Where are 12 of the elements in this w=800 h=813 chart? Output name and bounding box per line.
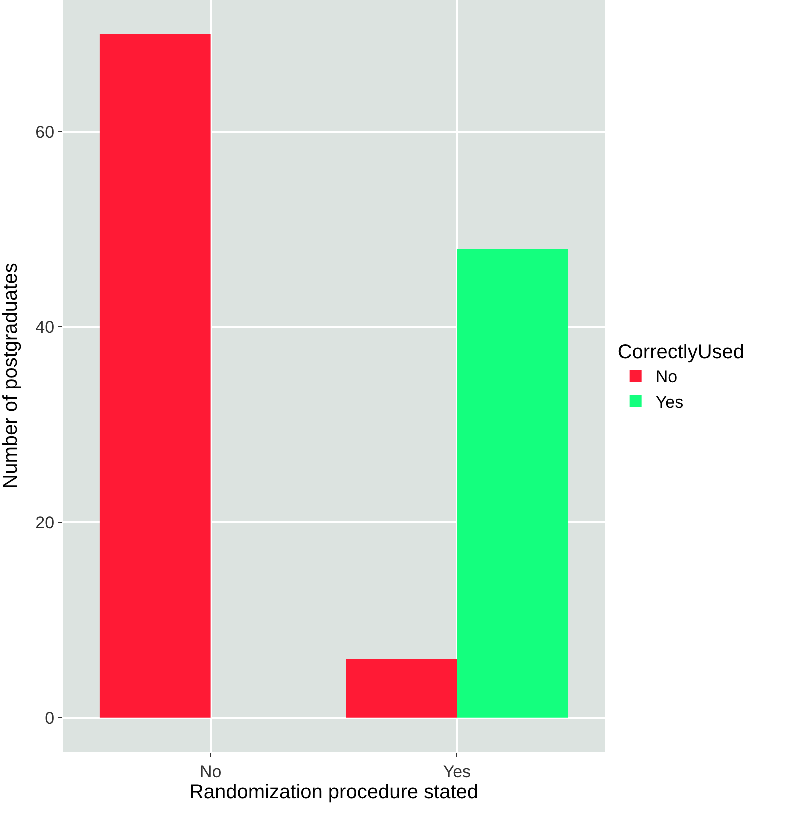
legend-title: CorrectlyUsed [618, 342, 745, 364]
legend-label: Yes [656, 392, 684, 412]
y-tick-label: 0 [45, 708, 55, 728]
legend-label: No [656, 368, 678, 387]
y-tick-label: 60 [36, 122, 55, 142]
y-tick-label: 40 [36, 318, 55, 338]
bar [346, 659, 458, 718]
y-tick-label: 20 [36, 513, 55, 532]
bar [100, 34, 211, 718]
y-axis-title: Number of postgraduates [0, 263, 22, 489]
x-axis-title: Randomization procedure stated [189, 781, 479, 804]
bar [457, 249, 568, 718]
